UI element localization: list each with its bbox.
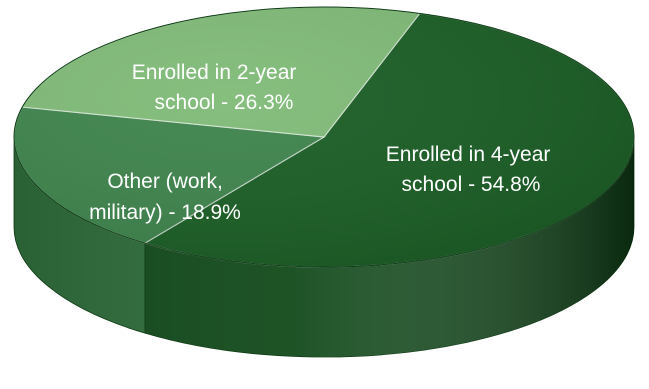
slice-label-4-year-line-2: school - 54.8% xyxy=(402,173,541,196)
pie-top-rim xyxy=(13,6,635,268)
pie-slices xyxy=(13,6,635,268)
slice-label-other: Other (work, military) - 18.9% xyxy=(89,170,241,224)
slice-label-2-year-line-2: school - 26.3% xyxy=(155,91,294,114)
slice-label-other-line-1: Other (work, xyxy=(107,170,223,193)
pie-side-shading xyxy=(14,137,634,357)
slice-label-other-line-2: military) - 18.9% xyxy=(89,201,241,224)
pie-side-gradient xyxy=(14,137,634,357)
pie-labels: Enrolled in 4-year school - 54.8% Other … xyxy=(89,61,556,224)
slice-label-2-year: Enrolled in 2-year school - 26.3% xyxy=(132,61,302,114)
slice-label-4-year-line-1: Enrolled in 4-year xyxy=(386,143,551,166)
slice-label-2-year-line-1: Enrolled in 2-year xyxy=(132,61,297,84)
slice-label-4-year: Enrolled in 4-year school - 54.8% xyxy=(386,143,556,196)
